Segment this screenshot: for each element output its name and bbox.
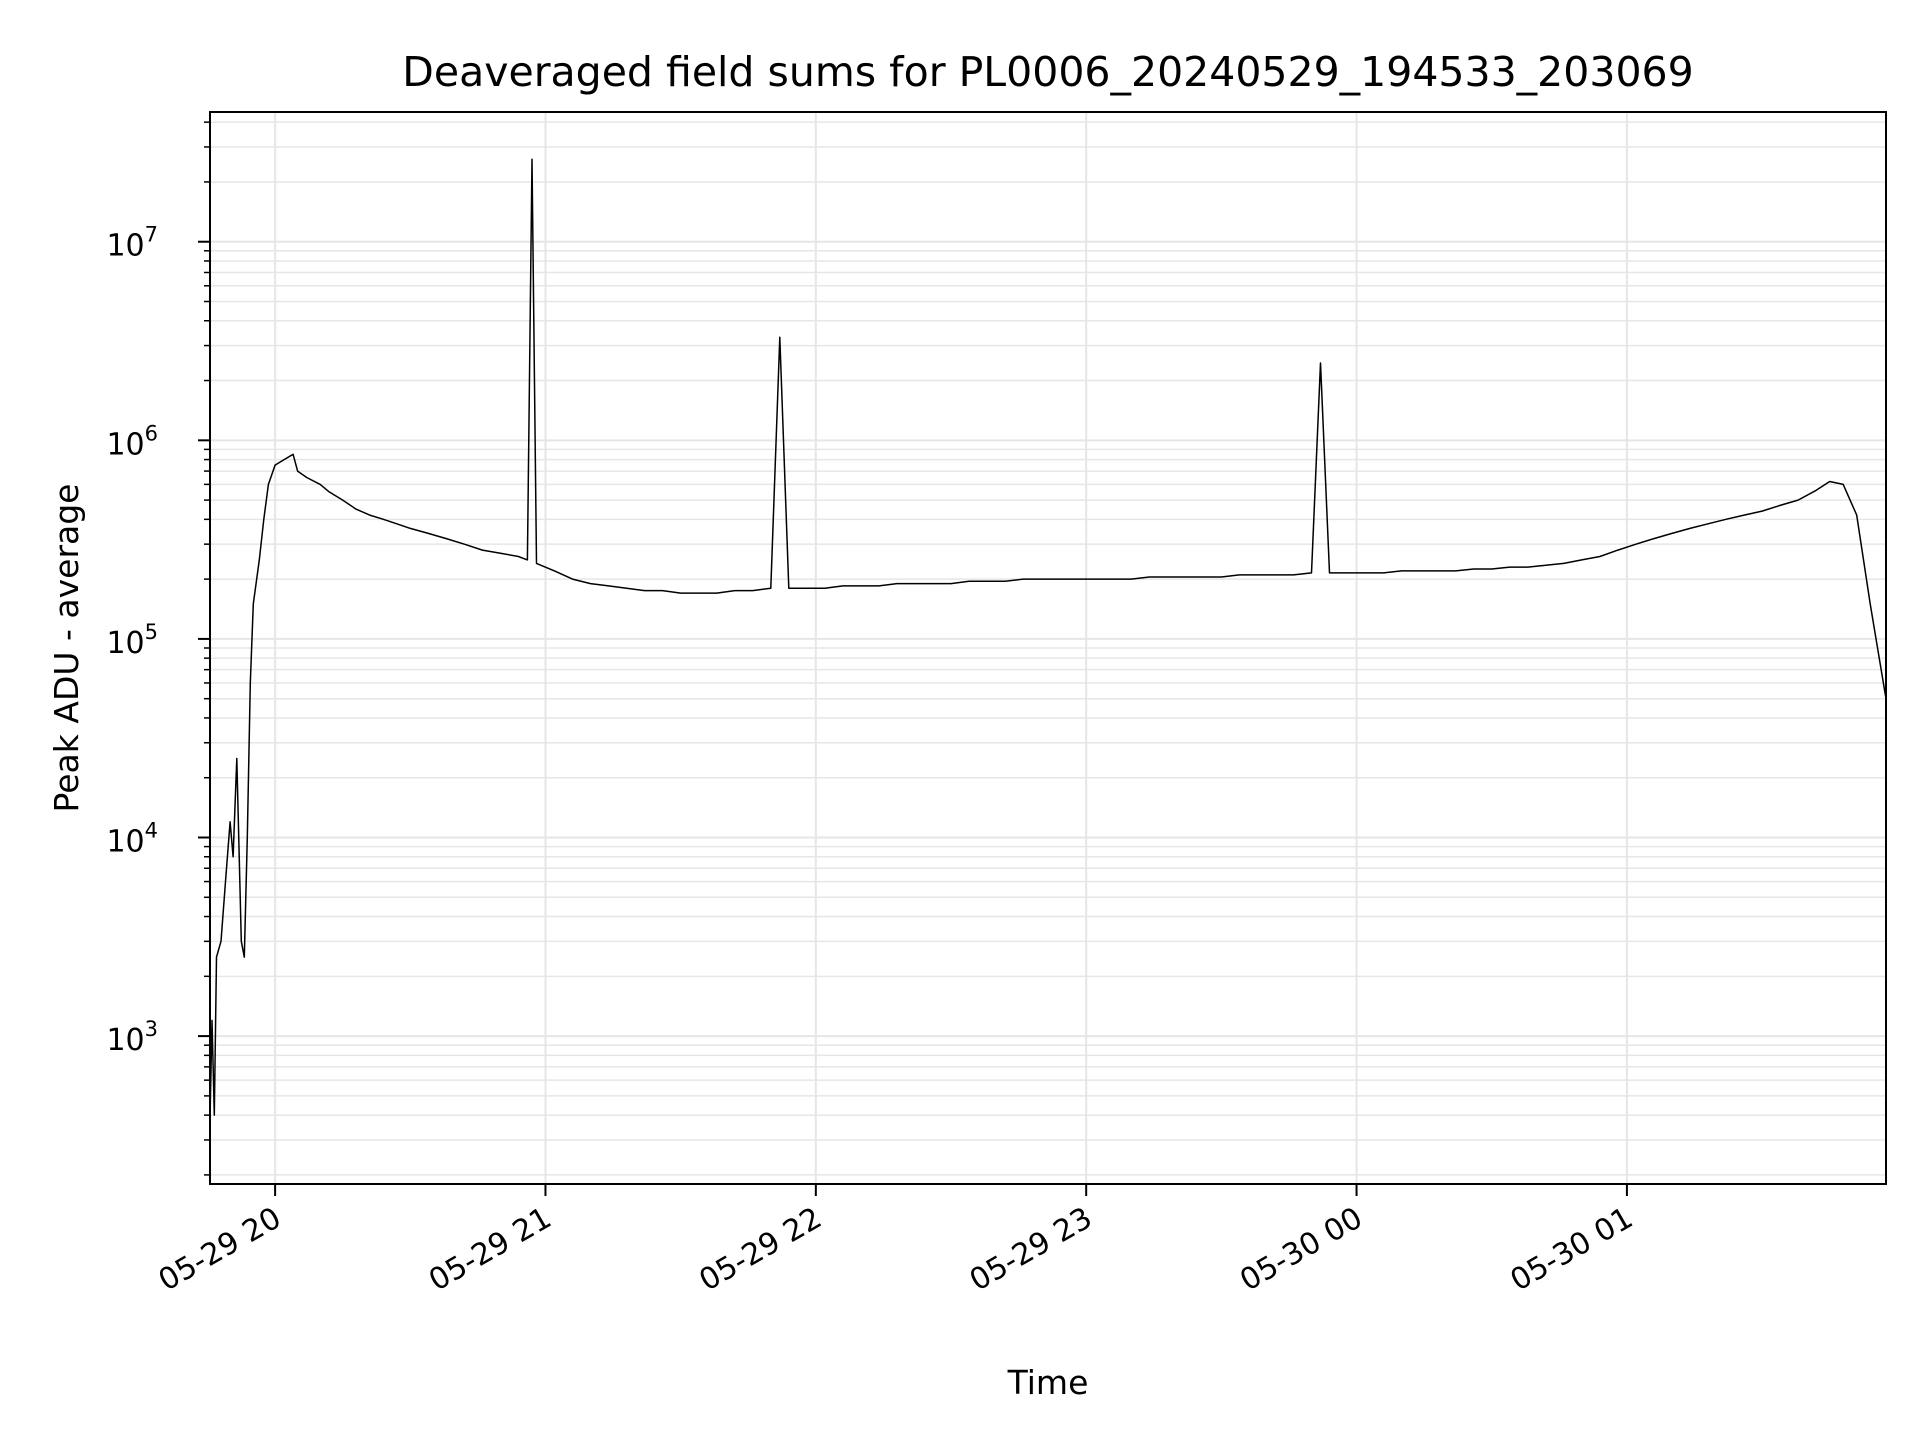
grid-layer — [210, 112, 1886, 1184]
y-tick-label: 104 — [106, 819, 158, 860]
series-layer — [209, 158, 1887, 1120]
y-tick-label: 105 — [106, 620, 158, 661]
chart-title: Deaveraged field sums for PL0006_2024052… — [402, 48, 1693, 96]
y-tick-label: 107 — [106, 223, 158, 264]
series-line — [209, 158, 1887, 1120]
x-axis-title: Time — [1007, 1363, 1089, 1402]
y-axis-title: Peak ADU - average — [47, 484, 86, 813]
y-tick-label: 106 — [106, 421, 158, 462]
y-tick-label: 103 — [106, 1017, 158, 1058]
